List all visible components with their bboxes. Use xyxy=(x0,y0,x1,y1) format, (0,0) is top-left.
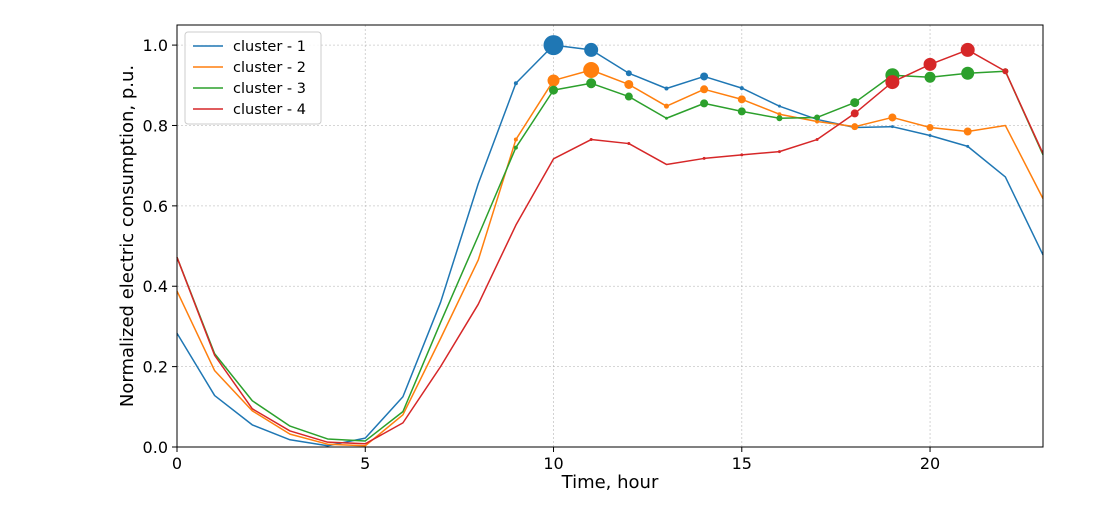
data-point-marker xyxy=(700,85,709,94)
data-point-marker xyxy=(960,42,975,57)
data-point-marker xyxy=(923,57,937,71)
series-line-2 xyxy=(176,69,1044,447)
data-point-marker xyxy=(777,112,782,117)
y-axis-label: Normalized electric consumption, p.u. xyxy=(117,65,138,407)
y-tick-label: 0.0 xyxy=(143,438,168,457)
data-point-marker xyxy=(777,150,781,154)
data-point-marker xyxy=(700,72,709,81)
data-point-marker xyxy=(890,125,894,129)
data-point-marker xyxy=(547,74,560,87)
plot-frame xyxy=(176,24,1044,448)
data-point-marker xyxy=(1002,68,1009,75)
data-point-marker xyxy=(737,95,746,104)
data-point-marker xyxy=(851,123,859,131)
data-point-marker xyxy=(924,71,936,83)
data-point-marker xyxy=(739,86,744,91)
data-point-marker xyxy=(664,116,668,120)
data-point-marker xyxy=(583,62,600,79)
data-point-marker xyxy=(888,113,897,122)
x-tick-label: 10 xyxy=(543,454,563,473)
data-point-marker xyxy=(513,145,518,150)
data-point-marker xyxy=(850,109,859,118)
data-point-marker xyxy=(776,115,783,122)
data-point-marker xyxy=(549,85,559,95)
data-point-marker xyxy=(589,138,593,142)
y-tick-label: 0.2 xyxy=(143,358,168,377)
data-point-marker xyxy=(926,123,934,131)
data-point-marker xyxy=(737,107,746,116)
x-axis-label: Time, hour xyxy=(561,472,659,493)
y-tick-label: 0.6 xyxy=(143,197,168,216)
data-point-marker xyxy=(815,119,820,124)
data-point-marker xyxy=(702,156,706,160)
data-point-marker xyxy=(966,144,970,148)
x-tick-label: 20 xyxy=(920,454,940,473)
x-tick-label: 5 xyxy=(360,454,370,473)
data-point-marker xyxy=(627,142,631,146)
legend-label: cluster - 3 xyxy=(233,81,306,97)
data-point-marker xyxy=(543,35,564,56)
data-point-marker xyxy=(624,92,633,101)
legend-label: cluster - 4 xyxy=(233,102,306,118)
data-point-marker xyxy=(928,134,932,138)
data-point-marker xyxy=(815,138,819,142)
axis-ticks: 0 5 10 15 20 0.0 0.2 0.4 0.6 0.8 1.0 xyxy=(143,36,941,473)
data-point-marker xyxy=(963,127,972,136)
data-point-marker xyxy=(885,75,900,90)
data-point-marker xyxy=(584,42,599,57)
data-point-marker xyxy=(814,114,821,121)
data-point-marker xyxy=(961,66,975,80)
y-tick-label: 1.0 xyxy=(143,36,168,55)
x-tick-label: 15 xyxy=(732,454,752,473)
legend-label: cluster - 2 xyxy=(233,60,306,76)
data-point-marker xyxy=(513,81,518,86)
data-point-marker xyxy=(625,70,632,77)
data-point-marker xyxy=(850,98,860,108)
data-point-marker xyxy=(740,153,744,157)
data-point-marker xyxy=(700,99,709,108)
x-tick-label: 0 xyxy=(172,454,182,473)
y-tick-label: 0.4 xyxy=(143,277,168,296)
data-point-marker xyxy=(513,137,518,142)
data-point-marker xyxy=(777,104,781,108)
legend: cluster - 1 cluster - 2 cluster - 3 cluster… xyxy=(184,31,322,125)
legend-label: cluster - 1 xyxy=(233,39,306,55)
series-line-1 xyxy=(176,44,1044,447)
series-markers xyxy=(513,35,1009,160)
legend-box xyxy=(184,31,322,125)
data-point-marker xyxy=(664,86,669,91)
data-point-marker xyxy=(624,79,634,89)
data-point-marker xyxy=(586,78,597,89)
y-tick-label: 0.8 xyxy=(143,116,168,135)
data-point-marker xyxy=(663,103,669,109)
